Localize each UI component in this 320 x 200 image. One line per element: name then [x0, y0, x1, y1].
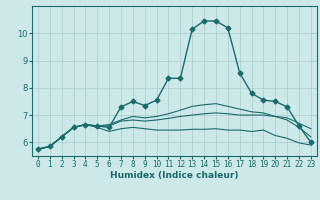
X-axis label: Humidex (Indice chaleur): Humidex (Indice chaleur) [110, 171, 239, 180]
